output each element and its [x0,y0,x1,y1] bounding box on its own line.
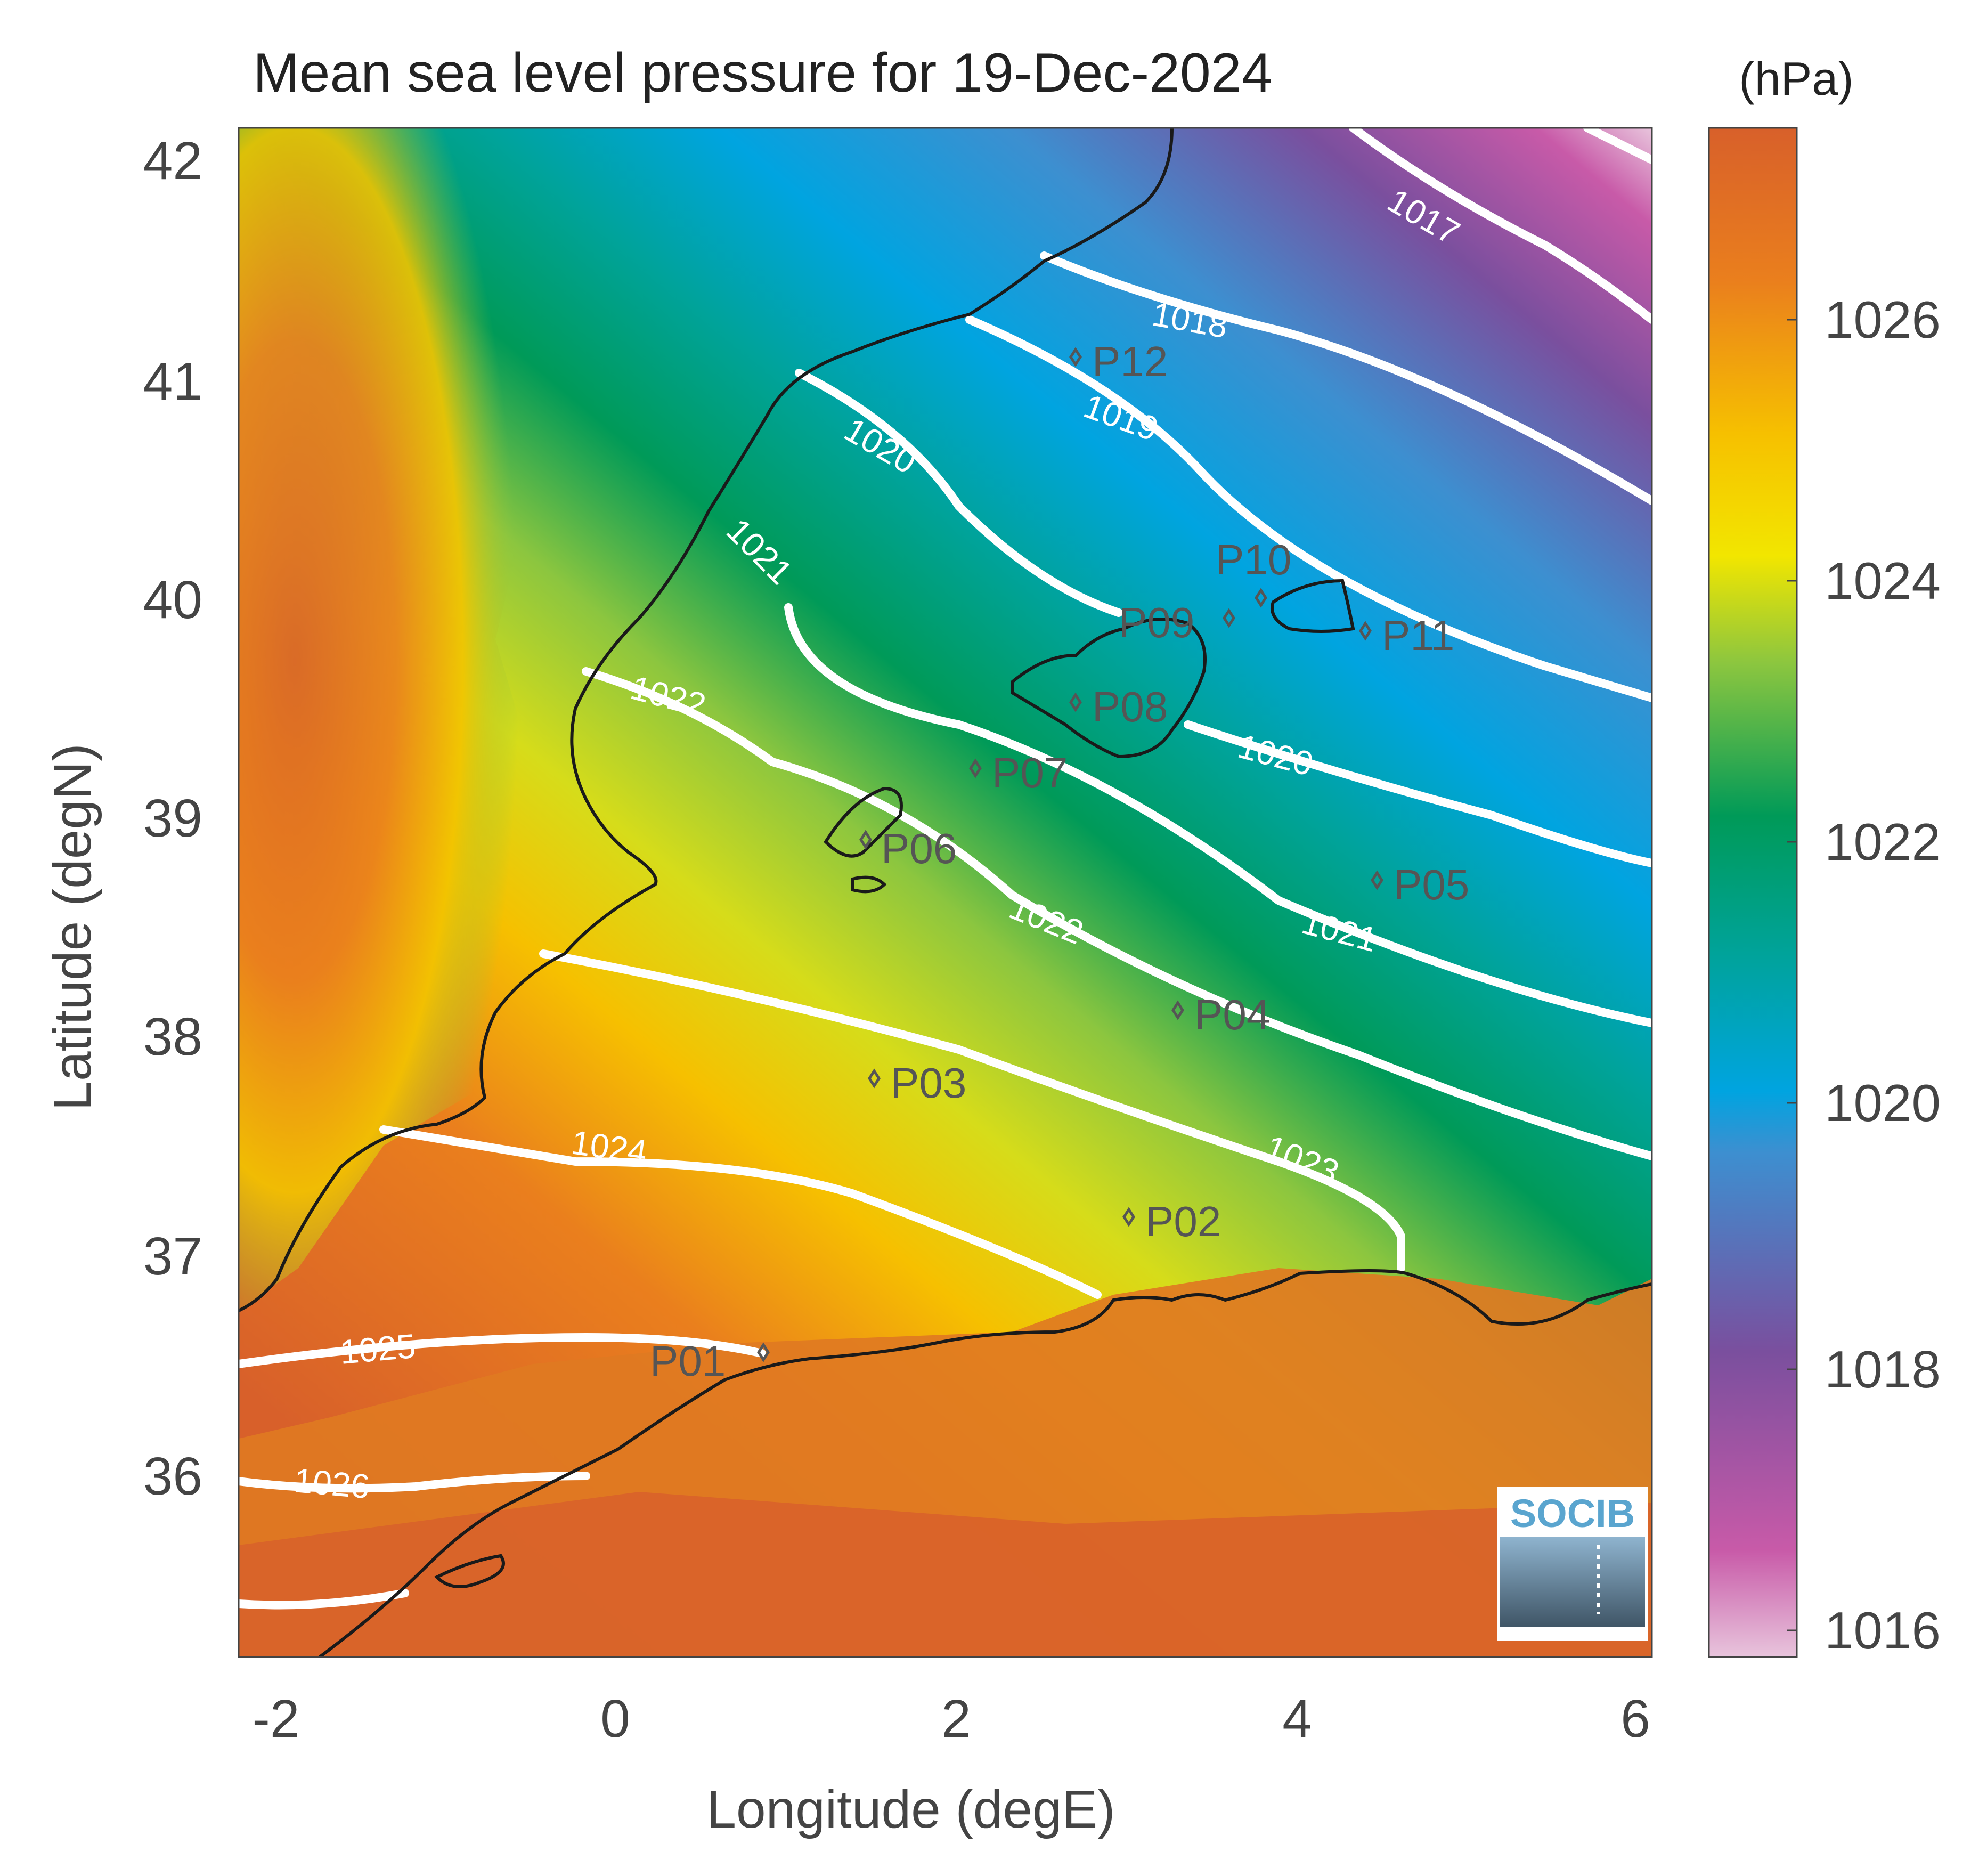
isobar-1025 [239,1333,766,1368]
station-label: P04 [1194,991,1270,1038]
station-marker [1371,870,1383,890]
station-p03: P03 [868,1059,966,1107]
ibiza-coastline [824,786,903,858]
colorbar-tick-label: 1016 [1825,1601,1941,1660]
isobar-1024 [379,1125,1102,1299]
africa-south-field [239,1492,1652,1657]
y-tick-label: 36 [143,1447,202,1506]
isobar-1021 [784,603,1652,1027]
station-p05: P05 [1371,861,1469,908]
map-plot-area: 1017 1018 1019 1020 1021 1022 1022 1020 … [239,128,1652,1657]
station-label: P10 [1216,536,1291,583]
station-label: P09 [1119,599,1194,646]
x-axis-label: Longitude (degE) [706,1780,1115,1839]
isobar-1020-south [1184,720,1652,867]
colorbar-gradient [1708,127,1798,1658]
station-label: P07 [992,749,1068,797]
station-marker [859,830,872,850]
colorbar-tick-label: 1018 [1825,1340,1941,1399]
isobar-label: 1026 [292,1461,371,1506]
y-tick-label: 42 [143,131,202,191]
station-marker [1122,1207,1135,1227]
colorbar-tick-label: 1022 [1825,813,1941,871]
x-tick-label: 4 [1282,1689,1312,1749]
menorca-coastline [1271,579,1355,633]
logo-text: SOCIB [1510,1491,1635,1536]
isobar-1020-north [795,369,1123,617]
y-tick-label: 38 [143,1007,202,1067]
y-tick-label: 39 [143,789,202,848]
alboran-island [434,1554,505,1588]
x-axis: -2 0 2 4 6 Longitude (degE) [253,1689,1650,1839]
x-tick-label: 2 [941,1689,971,1749]
station-label: P06 [881,825,957,872]
y-tick-label: 41 [143,352,202,411]
plot-frame [238,127,1653,1658]
y-tick-label: 40 [143,570,202,630]
balearic-islands [434,579,1355,1588]
station-p04: P04 [1171,991,1270,1038]
isobar-lines [239,128,1652,1610]
station-marker [868,1068,881,1089]
iberia-coastline [239,128,1174,1312]
station-marker [757,1342,770,1362]
station-marker [1171,1000,1184,1020]
x-tick-label: 0 [600,1689,630,1749]
isobar-1019 [965,315,1652,702]
isobar-1017 [1349,128,1652,324]
iberia-land-field [239,128,613,1311]
station-marker [1255,588,1267,608]
station-p01: P01 [650,1337,770,1385]
station-p07: P07 [969,749,1068,797]
station-p06: P06 [859,825,957,872]
stations: P01 P02 P03 P04 P05 P06 [650,338,1469,1385]
station-p10: P10 [1216,536,1291,608]
socib-logo: SOCIB [1497,1487,1648,1641]
station-marker [1069,692,1082,712]
colorbar: 1026 1024 1022 1020 1018 1016 [1708,127,1941,1660]
station-marker [1069,347,1082,367]
x-tick-label: 6 [1620,1689,1650,1749]
isobar-1018 [1040,251,1652,505]
station-p12: P12 [1069,338,1168,385]
station-label: P12 [1092,338,1168,385]
y-tick-label: 37 [143,1227,202,1286]
africa-coastline [319,1269,1652,1657]
coastlines [239,128,1652,1657]
station-p02: P02 [1122,1198,1221,1245]
isobar-1023 [539,949,1405,1272]
formentera-coastline [851,875,887,894]
station-label: P03 [891,1059,966,1107]
x-tick-label: -2 [253,1689,300,1749]
station-label: P02 [1145,1198,1221,1245]
station-label: P08 [1092,683,1168,730]
station-p08: P08 [1069,683,1168,730]
y-axis-label: Latitude (degN) [43,743,102,1110]
station-label: P05 [1394,861,1469,908]
station-marker [1223,608,1235,628]
logo-wave [1500,1537,1645,1627]
colorbar-ticks [1787,319,1797,1631]
colorbar-tick-label: 1026 [1825,290,1941,349]
isobar-1026b [239,1589,409,1610]
isobar-label: 1025 [338,1327,417,1371]
station-label: P11 [1382,612,1454,659]
colorbar-tick-label: 1020 [1825,1074,1941,1132]
y-axis: 42 41 40 39 38 37 36 Latitude (degN) [43,131,202,1506]
colorbar-tick-label: 1024 [1825,551,1941,610]
isobar-1017b [1583,128,1652,164]
isobar-1022 [582,667,1652,1160]
isobar-1026 [239,1472,590,1493]
station-marker [1359,621,1372,641]
station-label: P01 [650,1337,726,1385]
station-p11: P11 [1359,612,1454,659]
station-marker [969,758,982,778]
colorbar-unit: (hPa) [1739,52,1853,105]
station-p09: P09 [1119,599,1235,646]
map-title: Mean sea level pressure for 19-Dec-2024 [253,42,1272,104]
mallorca-coastline [1011,618,1207,759]
